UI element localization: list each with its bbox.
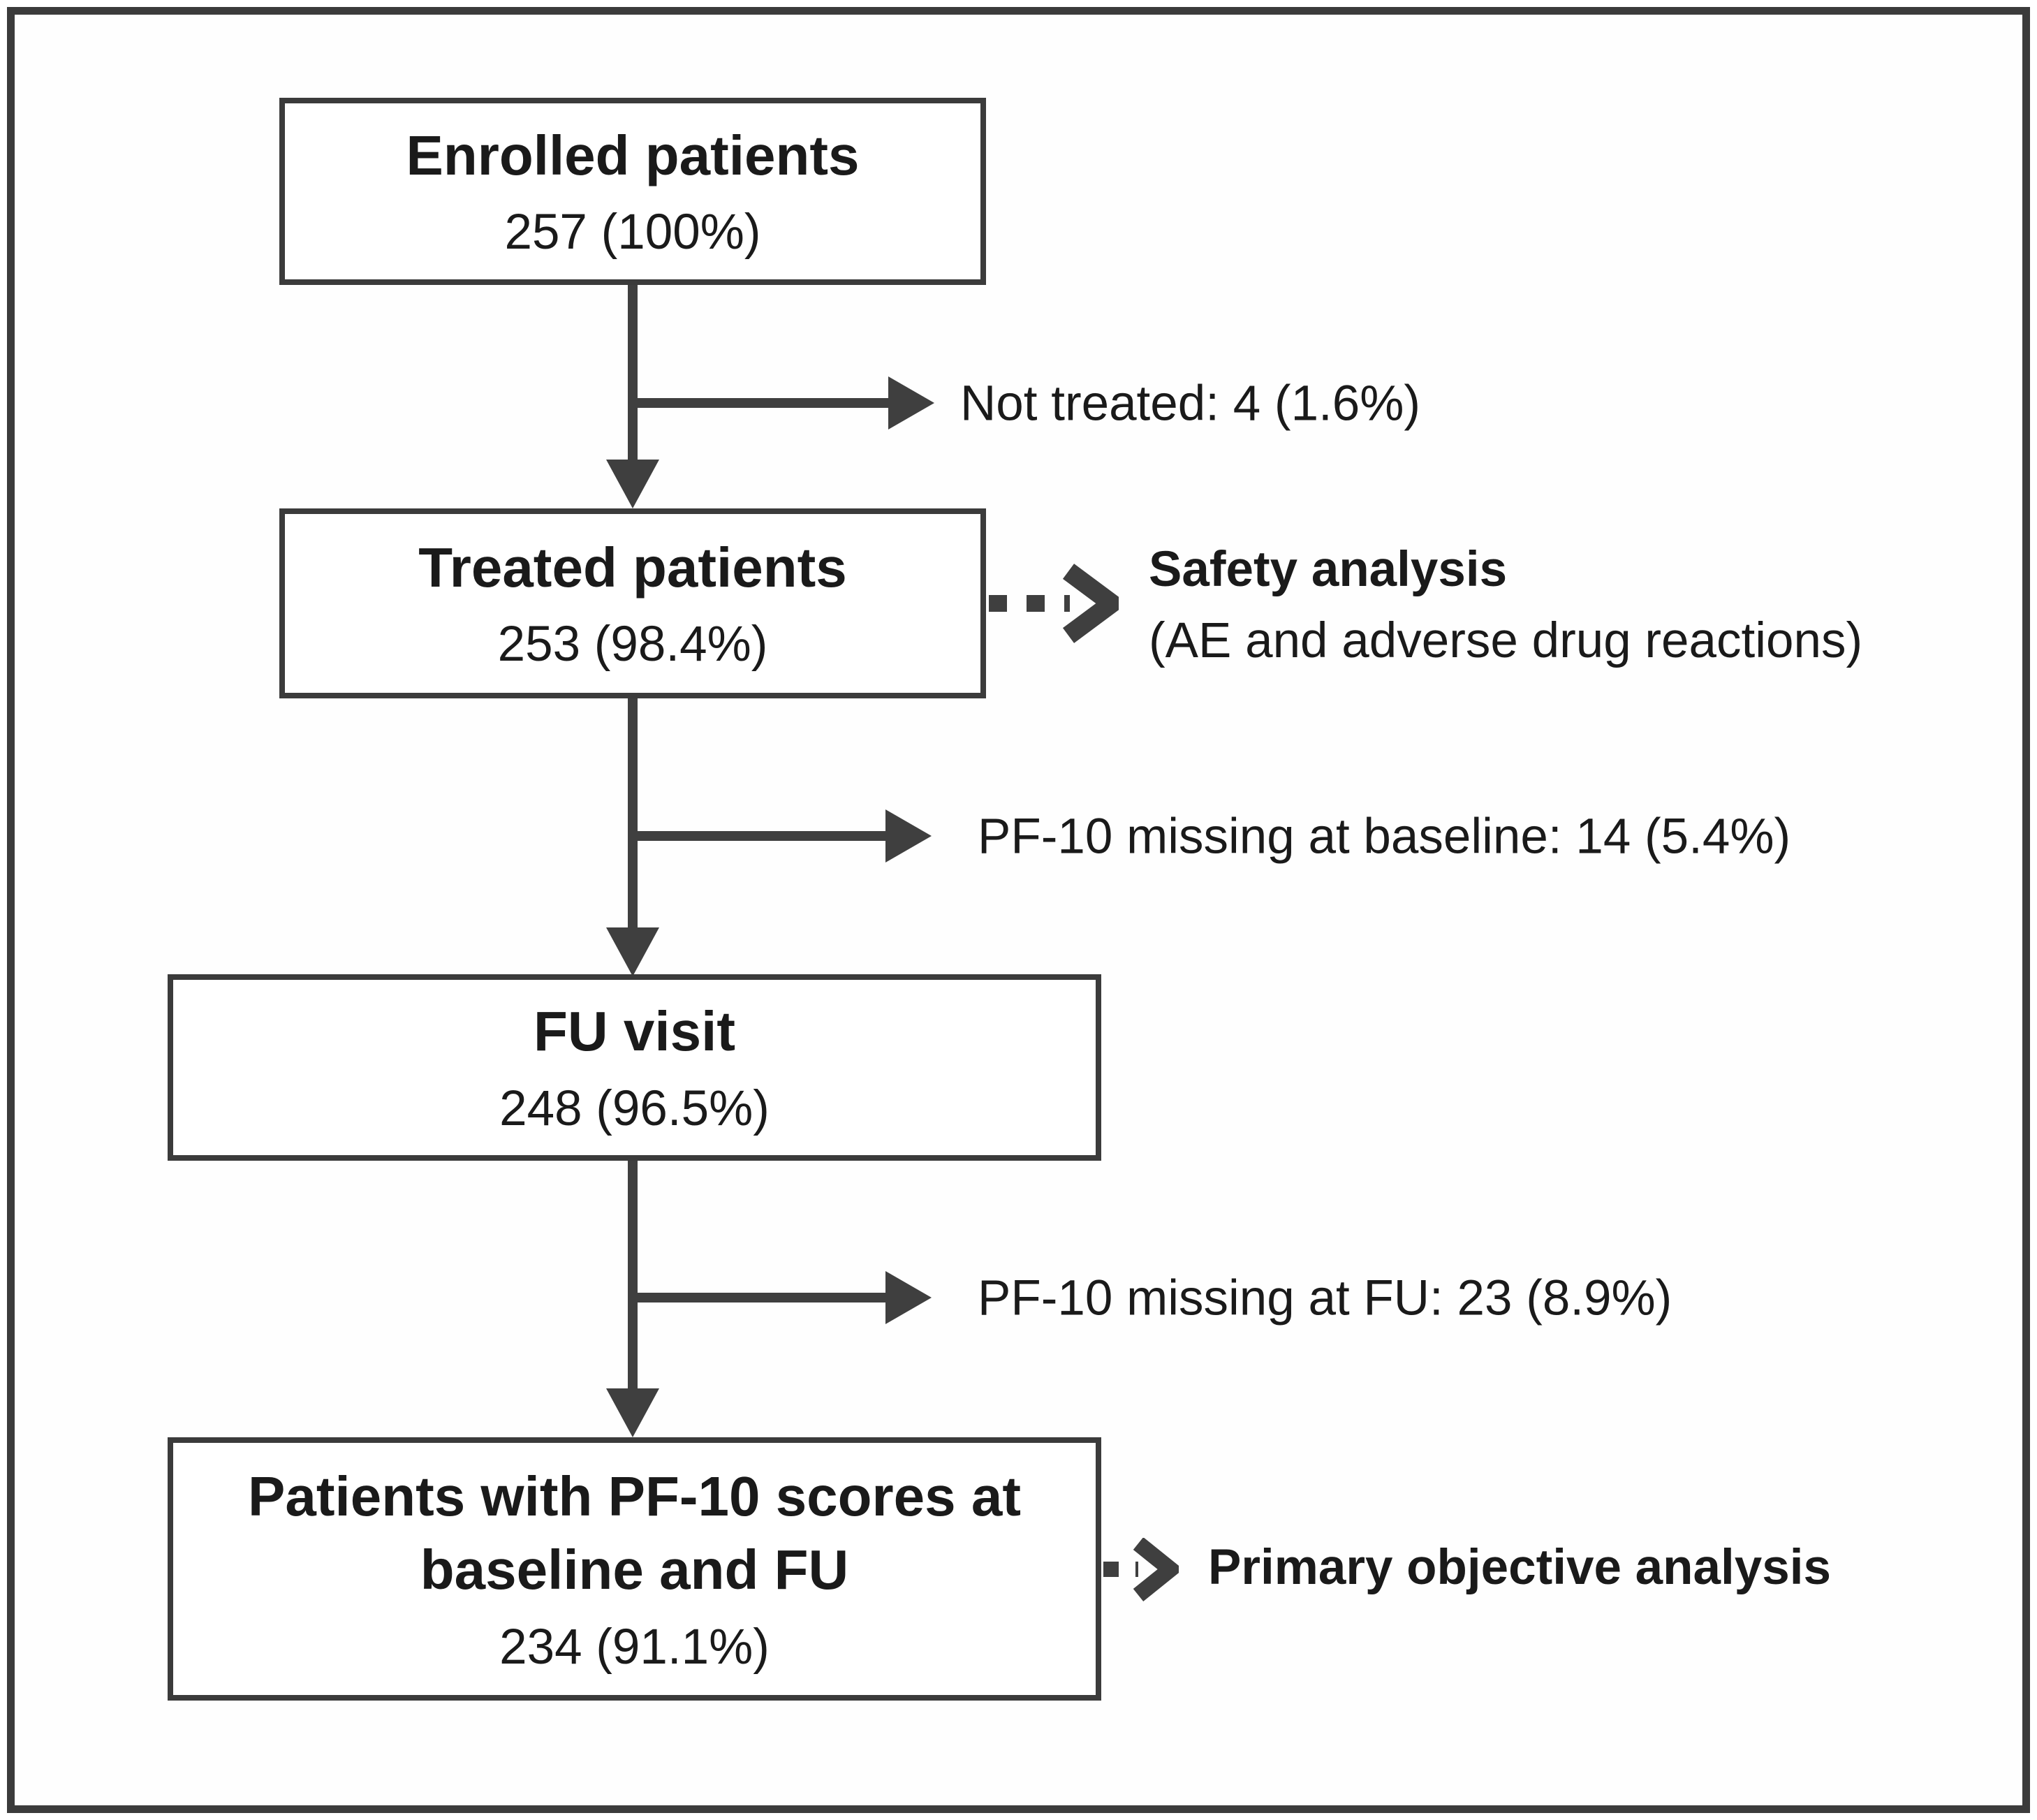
flow-box-enrolled-patients: Enrolled patients 257 (100%) [279,98,986,285]
arrowhead-right-icon [885,809,932,863]
branch-line-not-treated [628,398,890,408]
annotation-title: Safety analysis [1149,542,1508,597]
branch-line-missing-fu [628,1293,888,1302]
box-value: 253 (98.4%) [497,617,768,673]
box-title: FU visit [534,1000,735,1063]
arrowhead-right-icon [885,1271,932,1324]
box-title: Treated patients [418,536,847,599]
branch-label-missing-fu: PF-10 missing at FU: 23 (8.9%) [978,1270,1672,1326]
flow-box-treated-patients: Treated patients 253 (98.4%) [279,508,986,698]
box-title: Patients with PF-10 scores at baseline a… [247,1465,1022,1601]
box-value: 234 (91.1%) [499,1619,770,1675]
branch-line-missing-baseline [628,831,888,841]
branch-label-not-treated: Not treated: 4 (1.6%) [960,376,1421,432]
arrowhead-down-icon [606,460,659,508]
box-value: 257 (100%) [504,205,761,260]
connector-enrolled-to-treated [628,279,638,467]
flow-box-pf10-scores: Patients with PF-10 scores at baseline a… [168,1437,1101,1701]
arrowhead-down-icon [606,1388,659,1437]
dashed-arrow-primary-icon [1103,1538,1179,1601]
box-title: Enrolled patients [406,124,860,186]
connector-fu-to-final [628,1157,638,1397]
dashed-arrow-safety-icon [989,564,1119,643]
annotation-primary-objective: Primary objective analysis [1208,1540,1831,1596]
flow-box-fu-visit: FU visit 248 (96.5%) [168,974,1101,1161]
box-value: 248 (96.5%) [499,1080,770,1136]
annotation-safety-analysis: Safety analysis (AE and adverse drug rea… [1149,534,1862,676]
arrowhead-down-icon [606,927,659,976]
connector-treated-to-fu [628,695,638,936]
branch-label-missing-baseline: PF-10 missing at baseline: 14 (5.4%) [978,809,1791,865]
arrowhead-right-icon [888,376,934,430]
annotation-subtitle: (AE and adverse drug reactions) [1149,612,1863,668]
